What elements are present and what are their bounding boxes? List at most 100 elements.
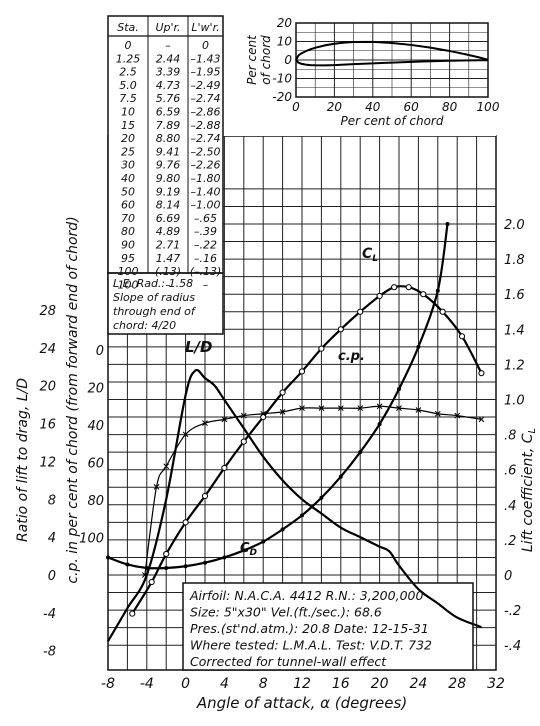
table-cell: 20 <box>121 132 135 145</box>
cl-point <box>298 368 306 375</box>
note-line: Slope of radius <box>113 291 195 304</box>
cd-point <box>397 386 401 391</box>
table-cell: 9.41 <box>156 145 181 158</box>
table-cell: 6.69 <box>156 212 181 225</box>
right-tick: 1.4 <box>504 323 525 338</box>
cd-point <box>338 474 343 479</box>
profile-ytick: 10 <box>277 35 293 49</box>
curve-label: CL <box>362 246 378 264</box>
cp-point <box>376 403 383 410</box>
cp-point <box>153 484 160 490</box>
table-cell: 3.39 <box>156 66 181 79</box>
cp-point <box>454 412 461 419</box>
cp-point <box>357 405 364 411</box>
right-tick: .2 <box>504 534 516 549</box>
table-cell: 7.5 <box>119 92 137 105</box>
table-cell: – <box>165 39 171 52</box>
table-cell: 90 <box>121 239 135 252</box>
cl-point <box>405 284 412 291</box>
right-axis-label: Lift coefficient, CL <box>520 428 538 552</box>
table-header: L'w'r. <box>191 21 219 34</box>
ld-tick: 12 <box>39 455 56 470</box>
table-cell: 30 <box>121 159 135 172</box>
table-cell: (.13) <box>155 265 181 278</box>
right-tick: 1.6 <box>504 288 525 303</box>
profile-xtick: 40 <box>365 100 381 114</box>
cl-point <box>279 389 286 396</box>
table-cell: 9.19 <box>156 185 181 198</box>
note-line: chord: 4/20 <box>113 319 176 332</box>
cl-point <box>458 333 466 340</box>
profile-surface <box>295 40 489 61</box>
right-tick: .8 <box>504 429 516 444</box>
cl-point <box>129 610 136 617</box>
cp-axis-label: c.p. in per cent of chord (from forward … <box>65 216 81 583</box>
table-cell: 2.5 <box>119 66 137 79</box>
curve-label: L/D <box>185 338 213 356</box>
table-cell: –.65 <box>194 212 217 225</box>
right-tick: 1.8 <box>504 253 525 268</box>
x-axis-label: Angle of attack, α (degrees) <box>196 694 407 712</box>
x-tick: -4 <box>140 676 154 692</box>
cl-point <box>240 438 247 445</box>
cp-tick: 100 <box>79 532 104 547</box>
profile-xtick: 100 <box>477 100 500 114</box>
cl-point <box>357 308 364 315</box>
table-cell: –.39 <box>194 225 217 238</box>
profile-xtick: 80 <box>442 100 458 114</box>
right-tick: -.4 <box>504 639 521 654</box>
table-cell: 2.44 <box>156 52 181 65</box>
cl-point <box>420 291 427 298</box>
profile-ytick: 0 <box>284 53 292 67</box>
x-tick: 20 <box>371 676 389 692</box>
cd-point <box>445 222 450 226</box>
table-cell: 100 <box>118 278 139 291</box>
right-tick: 2.0 <box>504 218 525 233</box>
table-cell: 2.71 <box>156 239 181 252</box>
table-cell: 60 <box>121 199 135 212</box>
profile-ytick: -10 <box>272 72 292 86</box>
ld-tick: -8 <box>43 645 56 660</box>
table-cell: 10 <box>121 106 135 119</box>
cd-point <box>435 288 440 293</box>
cp-point <box>142 572 148 578</box>
cd-point <box>203 560 207 565</box>
table-cell: – <box>165 278 171 291</box>
cd-point <box>280 527 285 532</box>
table-cell: 4.89 <box>156 225 181 238</box>
ld-tick: 28 <box>39 304 56 319</box>
cl-point <box>478 370 485 377</box>
cd-point <box>125 562 130 567</box>
curves: L/D c.p. CL CD <box>106 222 485 642</box>
le-radius-box <box>107 272 224 335</box>
x-tick: 8 <box>259 676 268 692</box>
cl-point <box>337 326 344 333</box>
profile-xtick: 60 <box>404 100 420 114</box>
x-tick: 0 <box>181 676 190 692</box>
table-cell: 50 <box>121 185 135 198</box>
table-cell: 9.76 <box>156 159 181 172</box>
table-cell: 6.59 <box>156 106 181 119</box>
info-line: Pres.(st'nd.atm.): 20.8 Date: 12-15-31 <box>190 621 429 636</box>
cl-point <box>201 492 209 500</box>
table-cell: – <box>203 278 209 291</box>
table-cell: 9.80 <box>156 172 181 185</box>
info-line: Size: 5"x30" Vel.(ft./sec.): 68.6 <box>190 605 382 620</box>
cl-point <box>318 345 325 352</box>
cd-point <box>261 539 266 544</box>
table-header: Up'r. <box>155 21 180 34</box>
cp-point <box>202 420 208 426</box>
cp-tick: 80 <box>87 494 104 509</box>
table-cell: 25 <box>121 145 135 158</box>
note-line: through end of <box>113 305 197 318</box>
table-cell: 1.25 <box>116 52 141 65</box>
profile-surface <box>295 59 489 67</box>
table-cell: 7.89 <box>156 119 181 132</box>
cl-point <box>163 550 170 558</box>
cp-point <box>415 407 422 413</box>
curve-label: CD <box>240 541 258 558</box>
table-cell: (–.13) <box>190 265 222 278</box>
cp-point <box>260 410 267 417</box>
ld-tick: -4 <box>43 607 56 622</box>
